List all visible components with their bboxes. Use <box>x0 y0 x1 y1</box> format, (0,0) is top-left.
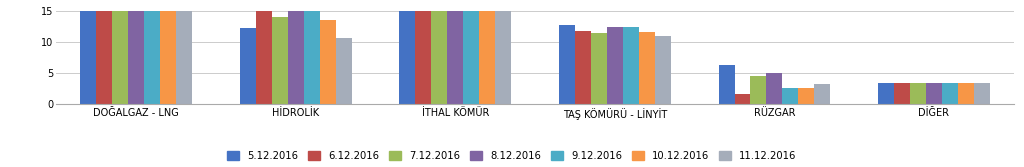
Bar <box>144 11 160 104</box>
Bar <box>607 27 623 104</box>
Bar <box>574 32 591 104</box>
Bar <box>399 11 416 104</box>
Bar <box>431 11 447 104</box>
Bar <box>240 28 256 104</box>
Bar <box>782 88 799 104</box>
Bar <box>304 11 319 104</box>
Bar <box>288 11 304 104</box>
Bar <box>799 88 814 104</box>
Bar <box>416 11 431 104</box>
Bar <box>496 11 511 104</box>
Legend: 5.12.2016, 6.12.2016, 7.12.2016, 8.12.2016, 9.12.2016, 10.12.2016, 11.12.2016: 5.12.2016, 6.12.2016, 7.12.2016, 8.12.20… <box>226 150 798 162</box>
Bar <box>766 73 782 104</box>
Bar <box>719 65 734 104</box>
Bar <box>160 11 176 104</box>
Bar <box>336 38 351 104</box>
Bar <box>113 11 128 104</box>
Bar <box>894 83 910 104</box>
Bar <box>942 83 957 104</box>
Bar <box>639 32 654 104</box>
Bar <box>271 17 288 104</box>
Bar <box>256 11 271 104</box>
Bar <box>623 27 639 104</box>
Bar <box>447 11 463 104</box>
Bar <box>96 11 113 104</box>
Bar <box>128 11 144 104</box>
Bar <box>879 83 894 104</box>
Bar <box>734 94 751 104</box>
Bar <box>319 20 336 104</box>
Bar <box>479 11 496 104</box>
Bar <box>80 11 96 104</box>
Bar <box>463 11 479 104</box>
Bar <box>974 83 990 104</box>
Bar <box>751 76 766 104</box>
Bar <box>957 83 974 104</box>
Bar <box>591 33 607 104</box>
Bar <box>814 85 830 104</box>
Bar <box>559 25 574 104</box>
Bar <box>926 83 942 104</box>
Bar <box>910 83 926 104</box>
Bar <box>654 36 671 104</box>
Bar <box>176 11 191 104</box>
